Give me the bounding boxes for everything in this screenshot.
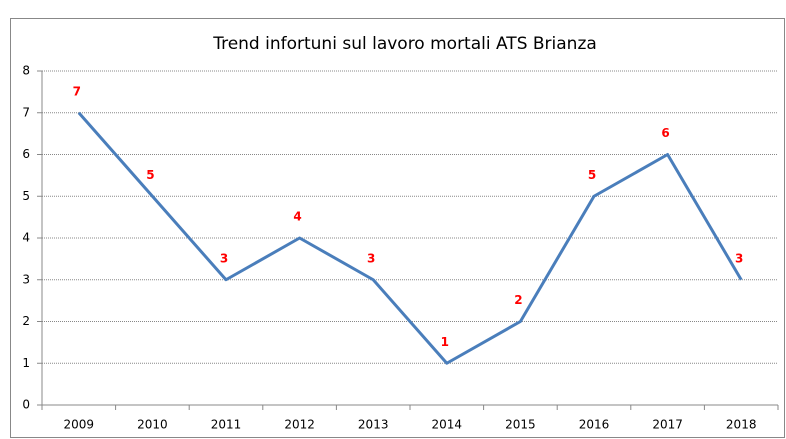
data-label: 3: [735, 251, 743, 265]
chart-title: Trend infortuni sul lavoro mortali ATS B…: [212, 34, 597, 54]
data-label: 7: [73, 84, 81, 98]
x-tick-label: 2011: [211, 418, 242, 432]
data-label: 5: [146, 168, 154, 182]
data-label: 3: [367, 251, 375, 265]
y-tick-label: 1: [22, 356, 30, 370]
chart-frame: [10, 18, 785, 438]
x-tick-label: 2010: [137, 418, 168, 432]
y-tick-label: 8: [22, 64, 30, 78]
data-label: 5: [588, 168, 596, 182]
y-tick-label: 5: [22, 189, 30, 203]
x-tick-label: 2018: [726, 418, 757, 432]
x-tick-label: 2014: [432, 418, 463, 432]
x-tick-label: 2012: [284, 418, 315, 432]
x-tick-label: 2016: [579, 418, 610, 432]
data-label: 1: [441, 335, 449, 349]
y-tick-label: 2: [22, 314, 30, 328]
data-label: 6: [661, 126, 669, 140]
x-tick-label: 2013: [358, 418, 389, 432]
y-tick-label: 3: [22, 272, 30, 286]
y-tick-label: 0: [22, 398, 30, 412]
data-label: 3: [220, 251, 228, 265]
data-label: 4: [293, 210, 301, 224]
y-tick-label: 6: [22, 147, 30, 161]
y-tick-label: 4: [22, 231, 30, 245]
x-tick-label: 2015: [505, 418, 536, 432]
x-tick-label: 2009: [64, 418, 95, 432]
x-tick-label: 2017: [652, 418, 683, 432]
y-tick-label: 7: [22, 105, 30, 119]
data-label: 2: [514, 293, 522, 307]
data-line: [77, 111, 743, 365]
